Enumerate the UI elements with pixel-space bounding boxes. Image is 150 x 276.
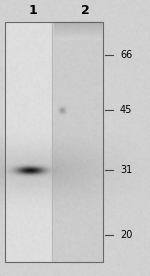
Text: 20: 20 [120, 230, 132, 240]
Bar [5, 22, 103, 262]
Text: 66: 66 [120, 50, 132, 60]
Text: 1: 1 [29, 4, 37, 17]
Text: 31: 31 [120, 165, 132, 175]
Text: 45: 45 [120, 105, 132, 115]
Text: 2: 2 [81, 4, 90, 17]
